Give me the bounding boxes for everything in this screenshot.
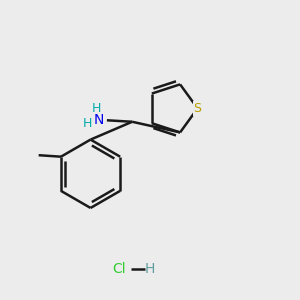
Text: N: N [93,113,104,127]
Text: S: S [194,102,202,115]
Text: H: H [83,117,92,130]
Text: Cl: Cl [112,262,126,276]
Text: H: H [144,262,154,276]
Text: H: H [92,102,101,115]
